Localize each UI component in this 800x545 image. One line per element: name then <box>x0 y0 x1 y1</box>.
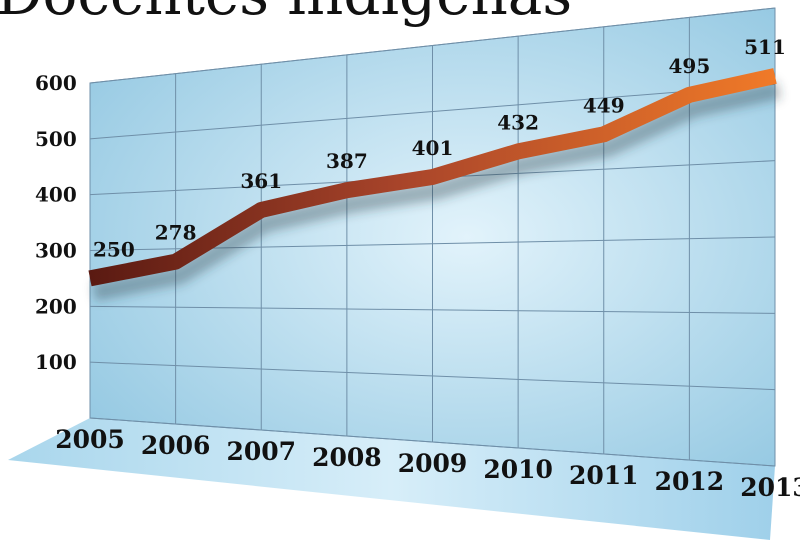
series <box>88 68 781 302</box>
data-label: 278 <box>155 221 197 245</box>
data-label: 449 <box>583 93 625 117</box>
y-axis: 100 200 300 400 500 600 <box>35 71 77 374</box>
grid <box>89 7 776 467</box>
chart-title: Docentes indígenas <box>0 0 572 28</box>
data-label: 250 <box>93 237 135 261</box>
chart-floor <box>8 418 775 540</box>
y-tick-label: 600 <box>35 71 77 95</box>
grid-line-horizontal <box>89 361 776 391</box>
y-tick-label: 400 <box>35 183 77 207</box>
y-tick-label: 500 <box>35 127 77 151</box>
data-label: 361 <box>240 169 282 193</box>
data-label: 387 <box>326 149 368 173</box>
x-tick-label: 2008 <box>312 443 382 472</box>
value-labels: 250 278 361 387 401 432 449 495 511 <box>93 35 786 261</box>
series-line <box>88 68 777 287</box>
x-axis: 2005 2006 2007 2008 2009 2010 2011 2012 2013 <box>55 425 800 502</box>
x-tick-label: 2009 <box>398 449 468 478</box>
x-tick-label: 2005 <box>55 425 125 454</box>
data-label: 495 <box>669 54 711 78</box>
grid-line-horizontal <box>89 305 776 314</box>
x-tick-label: 2012 <box>655 467 725 496</box>
data-label: 401 <box>412 136 454 160</box>
data-label: 432 <box>497 110 539 134</box>
series-line-shadow <box>92 81 781 302</box>
x-tick-label: 2013 <box>740 473 800 502</box>
x-tick-label: 2011 <box>569 461 639 490</box>
y-tick-label: 200 <box>35 294 77 318</box>
y-tick-label: 300 <box>35 239 77 263</box>
x-tick-label: 2006 <box>141 431 211 460</box>
x-tick-label: 2010 <box>483 455 553 484</box>
grid-line-horizontal <box>89 7 776 84</box>
x-tick-label: 2007 <box>226 437 296 466</box>
data-label: 511 <box>744 35 786 59</box>
grid-line-horizontal <box>89 83 776 140</box>
y-tick-label: 100 <box>35 350 77 374</box>
grid-line-horizontal <box>89 417 776 467</box>
